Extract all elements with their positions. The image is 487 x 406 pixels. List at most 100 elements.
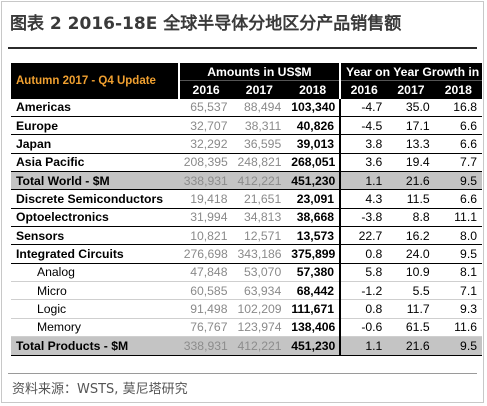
growth-cell: 19.4 — [387, 153, 435, 173]
growth-cell: -1.2 — [339, 281, 388, 301]
amount-cell: 19,418 — [178, 189, 233, 209]
growth-cell: 7.7 — [434, 153, 482, 173]
amount-cell: 68,442 — [286, 281, 341, 301]
amount-cell: 36,595 — [232, 134, 287, 154]
row-label: Sensors — [11, 226, 179, 246]
amount-cell: 32,707 — [178, 116, 233, 136]
year-header: 2016 — [177, 80, 233, 99]
row-label: Optoelectronics — [11, 208, 179, 228]
growth-header: Year on Year Growth in % — [339, 63, 482, 81]
growth-cell: 22.7 — [339, 226, 388, 246]
growth-cell: 11.1 — [434, 208, 482, 228]
growth-cell: 9.3 — [434, 299, 482, 319]
row-label: Analog — [11, 263, 179, 283]
growth-cell: 17.1 — [387, 116, 435, 136]
growth-cell: 3.6 — [339, 153, 388, 173]
amount-cell: 38,311 — [232, 116, 287, 136]
total-row: Total World - $M 338,931 412,221 451,230 1.1… — [11, 171, 482, 191]
row-label: Logic — [11, 299, 179, 319]
amount-cell: 208,395 — [178, 153, 233, 173]
title-divider — [8, 47, 477, 49]
table-row: Sensors 10,821 12,571 13,573 22.7 16.2 8.0 — [11, 226, 482, 246]
growth-cell: 5.5 — [387, 281, 435, 301]
amount-cell: 31,994 — [178, 208, 233, 228]
growth-cell: 10.9 — [387, 263, 435, 283]
year-header: 2018 — [434, 80, 482, 99]
amount-cell: 88,494 — [232, 98, 287, 118]
amount-cell: 343,186 — [232, 244, 287, 264]
row-label: Integrated Circuits — [11, 244, 179, 264]
amount-cell: 65,537 — [178, 98, 233, 118]
growth-cell: 3.8 — [339, 134, 388, 154]
amount-cell: 338,931 — [178, 171, 233, 191]
table-row: Americas 65,537 88,494 103,340 -4.7 35.0 16.8 — [11, 98, 482, 118]
growth-cell: 0.8 — [339, 244, 388, 264]
amount-cell: 412,221 — [232, 336, 287, 356]
amount-cell: 40,826 — [286, 116, 341, 136]
growth-cell: 8.8 — [387, 208, 435, 228]
row-label: Micro — [11, 281, 179, 301]
amount-cell: 57,380 — [286, 263, 341, 283]
growth-cell: 11.5 — [387, 189, 435, 209]
table-body: Americas 65,537 88,494 103,340 -4.7 35.0 16.8 E… — [11, 98, 482, 356]
growth-cell: 0.8 — [339, 299, 388, 319]
table-row: Integrated Circuits 276,698 343,186 375,899… — [11, 244, 482, 264]
growth-cell: 11.7 — [387, 299, 435, 319]
amount-cell: 21,651 — [232, 189, 287, 209]
total-row: Total Products - $M 338,931 412,221 451,230… — [11, 336, 482, 356]
growth-cell: 61.5 — [387, 318, 435, 338]
growth-cell: 35.0 — [387, 98, 435, 118]
amount-cell: 10,821 — [178, 226, 233, 246]
table-row: Japan 32,292 36,595 39,013 3.8 13.3 6.6 — [11, 134, 482, 154]
growth-cell: 16.2 — [387, 226, 435, 246]
amount-cell: 76,767 — [178, 318, 233, 338]
growth-cell: 6.6 — [434, 134, 482, 154]
growth-cell: 1.1 — [339, 171, 388, 191]
figure-title: 图表 2 2016-18E 全球半导体分地区分产品销售额 — [10, 14, 402, 34]
amount-cell: 138,406 — [286, 318, 341, 338]
sales-table: Autumn 2017 - Q4 Update Amounts in US$M … — [11, 63, 482, 356]
table-row: Optoelectronics 31,994 34,813 38,668 -3.8 8.8… — [11, 208, 482, 228]
amount-cell: 102,209 — [232, 299, 287, 319]
row-label: Asia Pacific — [11, 153, 179, 173]
amount-cell: 91,498 — [178, 299, 233, 319]
growth-cell: 16.8 — [434, 98, 482, 118]
row-label: Americas — [11, 98, 179, 118]
growth-cell: 9.5 — [434, 171, 482, 191]
growth-cell: 6.6 — [434, 116, 482, 136]
amount-cell: 412,221 — [232, 171, 287, 191]
table-row: Micro 60,585 63,934 68,442 -1.2 5.5 7.1 — [11, 281, 482, 301]
growth-cell: 4.3 — [339, 189, 388, 209]
amount-cell: 32,292 — [178, 134, 233, 154]
amount-cell: 38,668 — [286, 208, 341, 228]
year-header: 2017 — [232, 80, 287, 99]
growth-cell: 9.5 — [434, 336, 482, 356]
growth-cell: -3.8 — [339, 208, 388, 228]
growth-cell: -0.6 — [339, 318, 388, 338]
growth-cell: 24.0 — [387, 244, 435, 264]
table-row: Discrete Semiconductors 19,418 21,651 23,09… — [11, 189, 482, 209]
growth-cell: -4.5 — [339, 116, 388, 136]
amount-cell: 123,974 — [232, 318, 287, 338]
amount-cell: 111,671 — [286, 299, 341, 319]
amount-cell: 13,573 — [286, 226, 341, 246]
amounts-header: Amounts in US$M — [177, 63, 341, 81]
growth-cell: -4.7 — [339, 98, 388, 118]
growth-cell: 21.6 — [387, 336, 435, 356]
amount-cell: 451,230 — [286, 171, 341, 191]
amount-cell: 39,013 — [286, 134, 341, 154]
update-label: Autumn 2017 - Q4 Update — [11, 63, 179, 99]
growth-cell: 1.1 — [339, 336, 388, 356]
header-row-groups: Autumn 2017 - Q4 Update Amounts in US$M … — [11, 63, 482, 99]
growth-cell: 13.3 — [387, 134, 435, 154]
amount-cell: 47,848 — [178, 263, 233, 283]
year-header: 2018 — [286, 80, 341, 99]
growth-cell: 7.1 — [434, 281, 482, 301]
table-row: Europe 32,707 38,311 40,826 -4.5 17.1 6.6 — [11, 116, 482, 136]
growth-cell: 6.6 — [434, 189, 482, 209]
amount-cell: 268,051 — [286, 153, 341, 173]
amount-cell: 338,931 — [178, 336, 233, 356]
growth-cell: 8.0 — [434, 226, 482, 246]
amount-cell: 276,698 — [178, 244, 233, 264]
